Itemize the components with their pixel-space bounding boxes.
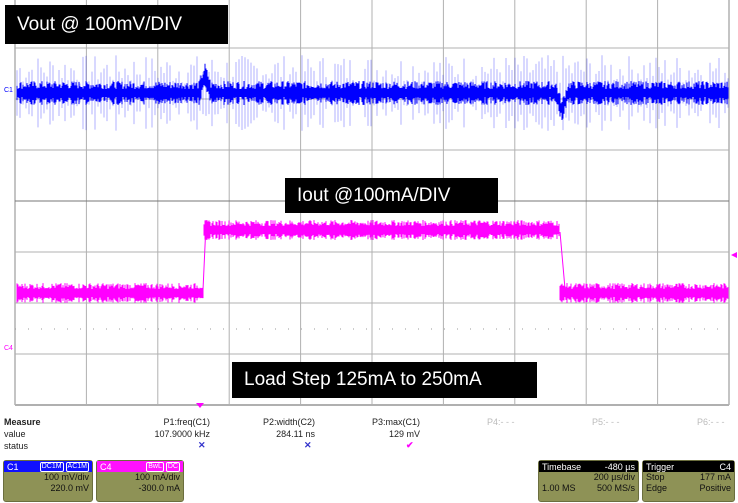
trigger-mode: Stop <box>646 472 665 482</box>
trigger-type: Edge <box>646 483 668 493</box>
p6-name[interactable]: P6:- - - <box>697 417 725 427</box>
p1-name[interactable]: P1:freq(C1) <box>163 417 210 427</box>
timebase-panel[interactable]: Timebase -480 µs 200 µs/div 1.00 MS 500 MS… <box>538 460 639 502</box>
measure-status-label: status <box>4 441 29 451</box>
p2-value: 284.11 ns <box>276 429 315 439</box>
p5-name[interactable]: P5:- - - <box>592 417 620 427</box>
c1-tags: DC1M <box>39 461 64 472</box>
channel-c1-panel[interactable]: C1 DC1M AC1M 100 mV/div 220.0 mV <box>3 460 93 502</box>
timebase-samples: 1.00 MS <box>542 483 576 493</box>
p3-name[interactable]: P3:max(C1) <box>371 417 420 427</box>
p3-value: 129 mV <box>388 429 420 439</box>
c1-scale: 100 mV/div <box>43 472 89 482</box>
p2-name[interactable]: P2:width(C2) <box>262 417 315 427</box>
c1-coupling: AC1M <box>65 461 89 472</box>
timebase-scale: 200 µs/div <box>593 472 635 482</box>
trigger-level-marker[interactable] <box>731 252 737 258</box>
timebase-label: Timebase <box>542 461 582 472</box>
c1-offset: 220.0 mV <box>50 483 89 493</box>
channel-c4-panel[interactable]: C4 BwL DC 100 mA/div -300.0 mA <box>96 460 184 502</box>
c1-label: C1 <box>7 461 19 472</box>
graticule <box>14 0 730 406</box>
trace-c4-iout <box>16 220 729 303</box>
vout-annotation: Vout @ 100mV/DIV <box>5 5 228 44</box>
p2-status-x-icon: ✕ <box>304 440 312 450</box>
p3-status-check-icon: ✔ <box>406 440 414 450</box>
c4-marker[interactable]: C4 <box>4 345 13 352</box>
measure-value-label: value <box>4 429 26 439</box>
c1-marker[interactable]: C1 <box>4 87 13 94</box>
c4-coupling: DC <box>165 461 180 472</box>
p4-name[interactable]: P4:- - - <box>487 417 515 427</box>
p1-value: 107.9000 kHz <box>154 429 210 439</box>
c4-tags: BwL <box>146 461 164 472</box>
c4-label: C4 <box>100 461 112 472</box>
trace-c1-vout <box>16 55 729 131</box>
c1-trace-band <box>16 63 729 121</box>
trigger-slope: Positive <box>699 483 731 493</box>
iout-annotation: Iout @100mA/DIV <box>285 178 498 213</box>
c4-scale: 100 mA/div <box>134 472 180 482</box>
timebase-delay: -480 µs <box>604 461 635 472</box>
c4-offset: -300.0 mA <box>138 483 180 493</box>
c4-trace <box>16 220 729 303</box>
load-step-annotation: Load Step 125mA to 250mA <box>232 362 537 398</box>
trigger-panel[interactable]: Trigger C4 Stop 177 mA Edge Positive <box>642 460 735 502</box>
trigger-label: Trigger <box>646 461 675 472</box>
trigger-level: 177 mA <box>699 472 731 482</box>
waveform-display: C1 C4 <box>4 0 737 408</box>
timebase-rate: 500 MS/s <box>596 483 635 493</box>
measure-title: Measure <box>4 417 41 427</box>
trigger-position-marker[interactable] <box>196 403 204 408</box>
trigger-source: C4 <box>719 461 731 472</box>
p1-status-x-icon: ✕ <box>198 440 206 450</box>
